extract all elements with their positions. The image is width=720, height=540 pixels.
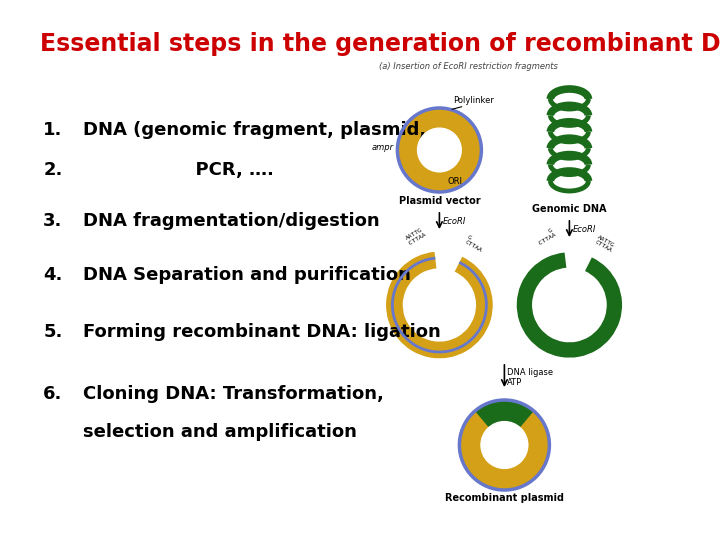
Text: DNA (genomic fragment, plasmid,: DNA (genomic fragment, plasmid, [83, 120, 426, 139]
Text: Essential steps in the generation of recombinant DNA: Essential steps in the generation of rec… [40, 32, 720, 56]
Text: (a) Insertion of EcoRI restriction fragments: (a) Insertion of EcoRI restriction fragm… [379, 62, 558, 71]
Text: Plasmid vector: Plasmid vector [399, 196, 480, 206]
Text: DNA fragmentation/digestion: DNA fragmentation/digestion [83, 212, 379, 231]
Text: 4.: 4. [43, 266, 63, 285]
Text: selection and amplification: selection and amplification [83, 423, 356, 441]
Circle shape [481, 422, 528, 468]
Text: DNA ligase
ATP: DNA ligase ATP [508, 368, 554, 387]
Text: ORI: ORI [447, 178, 462, 186]
Text: ampr: ampr [372, 144, 393, 152]
Circle shape [459, 400, 549, 490]
Text: 1.: 1. [43, 120, 63, 139]
Text: Genomic DNA: Genomic DNA [532, 204, 607, 214]
Circle shape [418, 128, 462, 172]
Text: EcoRI: EcoRI [572, 225, 595, 233]
Text: EcoRI: EcoRI [442, 217, 466, 226]
Text: Polylinker: Polylinker [454, 96, 494, 105]
Text: DNA Separation and purification: DNA Separation and purification [83, 266, 410, 285]
Text: 5.: 5. [43, 323, 63, 341]
Text: Recombinant plasmid: Recombinant plasmid [445, 493, 564, 503]
Text: AATTG
 CTTAA: AATTG CTTAA [402, 227, 427, 248]
Text: 3.: 3. [43, 212, 63, 231]
Text: Cloning DNA: Transformation,: Cloning DNA: Transformation, [83, 385, 384, 403]
Text: G
CTTAA: G CTTAA [464, 234, 485, 253]
Text: Forming recombinant DNA: ligation: Forming recombinant DNA: ligation [83, 323, 441, 341]
Text: PCR, ….: PCR, …. [83, 161, 274, 179]
Text: AATTG
CTTAA: AATTG CTTAA [594, 234, 616, 253]
Text: G
 CTTAA: G CTTAA [532, 227, 557, 248]
Wedge shape [475, 400, 534, 445]
Circle shape [397, 108, 482, 192]
Text: 6.: 6. [43, 385, 63, 403]
Text: 2.: 2. [43, 161, 63, 179]
